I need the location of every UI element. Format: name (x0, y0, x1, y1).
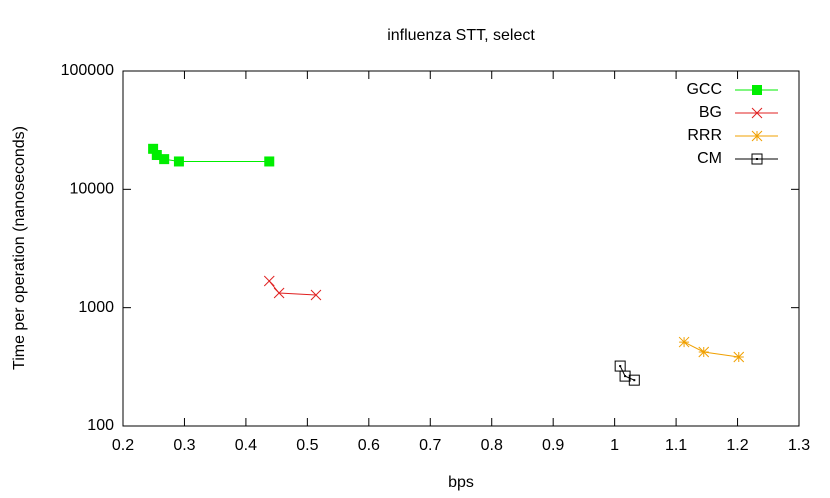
x-tick-label: 0.6 (358, 437, 380, 454)
point (159, 154, 170, 165)
marker-part (624, 375, 627, 378)
marker-part (263, 275, 275, 287)
marker-part (752, 85, 762, 95)
marker-part (756, 158, 758, 160)
point (678, 336, 690, 348)
marker-part (173, 156, 184, 167)
legend-label: GCC (686, 81, 722, 98)
marker-part (678, 336, 690, 348)
legend-label: BG (699, 104, 722, 121)
series-line (619, 365, 635, 381)
point (751, 153, 763, 165)
x-tick-label: 0.8 (481, 437, 503, 454)
x-tick-label: 1.1 (665, 437, 687, 454)
series-line (152, 148, 270, 162)
point (619, 370, 631, 382)
x-tick-label: 0.9 (542, 437, 564, 454)
point (614, 360, 626, 372)
marker-part (273, 287, 285, 299)
point (273, 287, 285, 299)
plot-frame (122, 70, 800, 427)
marker-part (733, 351, 745, 363)
series-line (683, 341, 739, 358)
y-tick-label: 10000 (70, 181, 115, 198)
series-line (268, 280, 316, 296)
x-tick-label: 0.2 (112, 437, 134, 454)
x-tick-label: 1.3 (788, 437, 810, 454)
y-tick-label: 100000 (61, 62, 114, 79)
marker-part (159, 154, 170, 165)
marker-part (264, 156, 275, 167)
point (698, 346, 710, 358)
point (173, 156, 184, 167)
marker-part (751, 153, 763, 165)
point (264, 156, 275, 167)
marker-part (633, 379, 636, 382)
x-tick-label: 1.2 (726, 437, 748, 454)
x-tick-label: 0.7 (419, 437, 441, 454)
x-axis-label: bps (448, 474, 474, 491)
marker-part (619, 365, 622, 368)
marker-part (751, 130, 763, 142)
point (752, 85, 762, 95)
x-tick-label: 0.5 (296, 437, 318, 454)
point (733, 351, 745, 363)
x-tick-label: 0.3 (173, 437, 195, 454)
chart-title: influenza STT, select (387, 27, 535, 44)
legend-label: RRR (687, 127, 722, 144)
y-tick-label: 1000 (78, 299, 114, 316)
y-axis-label: Time per operation (nanoseconds) (11, 126, 28, 370)
x-tick-label: 0.4 (235, 437, 257, 454)
marker-part (310, 289, 322, 301)
point (310, 289, 322, 301)
point (148, 143, 159, 154)
marker-part (698, 346, 710, 358)
marker-part (151, 150, 162, 161)
marker-part (628, 374, 640, 386)
x-tick-label: 1 (610, 437, 619, 454)
point (751, 107, 763, 119)
legend-label: CM (697, 150, 722, 167)
marker-part (619, 370, 631, 382)
point (151, 150, 162, 161)
marker-part (148, 143, 159, 154)
y-tick-label: 100 (87, 417, 114, 434)
point (751, 130, 763, 142)
marker-part (751, 107, 763, 119)
point (628, 374, 640, 386)
point (263, 275, 275, 287)
